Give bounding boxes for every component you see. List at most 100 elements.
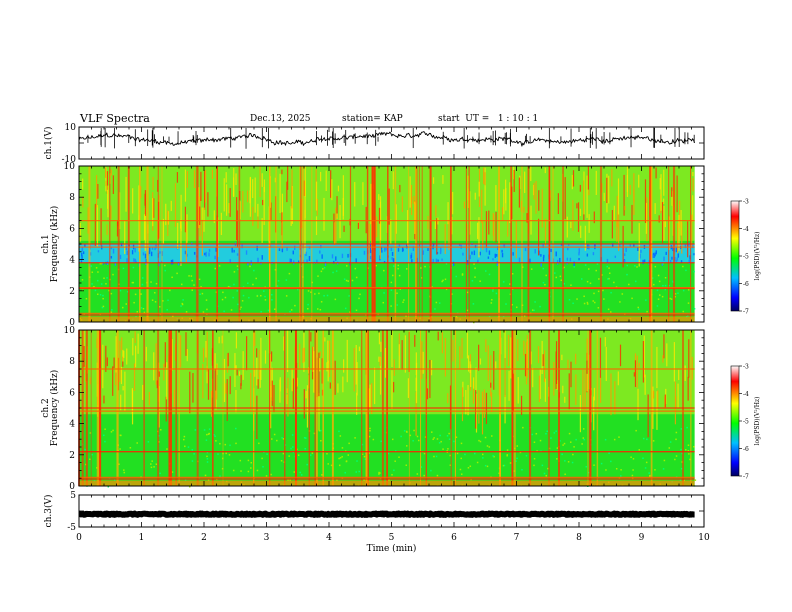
- ch1-spectrogram-blue-speckle: [623, 259, 626, 263]
- ch1-spectrogram-low-speckle: [154, 291, 156, 294]
- ch2-spectrogram-low-speckle: [460, 442, 463, 445]
- ch1-spectrogram-low-speckle: [597, 290, 600, 293]
- ch2-spectrogram-spectral-streak: [103, 395, 105, 404]
- ch1-spectrogram-spectral-streak: [481, 189, 483, 224]
- ch2-spectrogram-low-speckle: [150, 463, 152, 465]
- ch1-spectrogram-low-speckle: [191, 279, 193, 282]
- ch1-spectrogram-blue-speckle: [155, 244, 157, 249]
- ch1-spectrogram-spectral-streak: [185, 222, 187, 263]
- ch1-spectrogram-low-speckle: [256, 295, 259, 297]
- ch1-spectrogram-low-speckle: [355, 276, 358, 279]
- ch2-spectrogram-spectral-streak: [444, 337, 447, 377]
- ch2-spectrogram-spectral-streak: [426, 388, 429, 400]
- ch1-spectrogram-blue-speckle: [257, 257, 259, 263]
- ch2-spectrogram-low-speckle: [311, 452, 314, 454]
- ch1-spectrogram-spectral-streak: [638, 174, 640, 188]
- ch1-spectrogram-low-speckle: [661, 295, 664, 298]
- ch1-spectrogram-low-speckle: [355, 309, 358, 312]
- ch2-spectrogram-low-speckle: [645, 461, 648, 464]
- ch2-spectrogram-spectral-streak: [102, 344, 104, 389]
- ch1-spectrogram-low-speckle: [444, 278, 447, 281]
- ch1-spectrogram-blue-speckle: [385, 247, 387, 251]
- ch2-spectrogram-low-speckle: [632, 469, 634, 471]
- ch1-spectrogram-spectral-streak: [631, 204, 633, 234]
- ch1-spectrogram-low-speckle: [542, 281, 545, 284]
- ch1-spectrogram-spectral-streak: [335, 207, 337, 244]
- ch1-spectrogram-low-speckle: [271, 293, 273, 296]
- ch2-spectrogram-spectral-streak: [122, 356, 124, 367]
- ch1-spectrogram-y-tick-label: 10: [64, 162, 76, 172]
- ch1-spectrogram-blue-speckle: [363, 250, 366, 255]
- ch2-spectrogram-low-speckle: [442, 448, 444, 450]
- ch1-spectrogram-spectral-streak: [343, 225, 345, 232]
- ch2-spectrogram-low-speckle: [104, 428, 106, 430]
- ch2-spectrogram-spectral-streak: [644, 374, 646, 395]
- ch2-spectrogram-spectral-streak: [561, 354, 563, 361]
- ch1-spectrogram-blue-speckle: [671, 256, 673, 260]
- ch1-spectrogram-spectral-streak: [477, 222, 479, 239]
- ch1-spectrogram-low-speckle: [93, 286, 95, 288]
- ch1-spectrogram-spectral-streak: [484, 172, 486, 186]
- ch2-spectrogram-low-speckle: [119, 448, 121, 450]
- ch1-spectrogram-blue-speckle: [294, 245, 296, 250]
- ch1-spectrogram-low-speckle: [603, 298, 605, 300]
- ch1-spectrogram-low-speckle: [300, 265, 303, 268]
- ch1-spectrogram-blue-speckle: [684, 244, 687, 249]
- ch2-spectrogram-low-speckle: [310, 454, 312, 456]
- ch2-spectrogram-spectral-streak: [287, 377, 289, 417]
- ch1-spectrogram-blue-speckle: [305, 251, 307, 256]
- ch1-spectrogram-blue-speckle: [119, 254, 122, 260]
- ch2-spectrogram-spectral-streak: [481, 391, 484, 435]
- ch1-spectrogram-blue-speckle: [369, 248, 372, 254]
- ch1-spectrogram-spectral-streak: [399, 184, 401, 193]
- ch2-spectrogram-low-speckle: [166, 448, 168, 450]
- ch2-spectrogram-spectral-streak: [490, 392, 493, 413]
- ch2-spectrogram-low-speckle: [652, 440, 655, 442]
- ch1-spectrogram-spectral-streak: [692, 195, 694, 222]
- ch2-spectrogram-low-speckle: [581, 443, 583, 445]
- ch2-spectrogram-low-speckle: [304, 437, 307, 439]
- ch1-spectrogram-blue-speckle: [290, 258, 292, 263]
- ch1-spectrogram-low-speckle: [221, 298, 224, 301]
- ch2-spectrogram-low-speckle: [680, 428, 683, 430]
- ch2-spectrogram-low-speckle: [488, 446, 491, 448]
- ch1-spectrogram-low-speckle: [398, 274, 401, 277]
- ch2-spectrogram-spectral-streak: [310, 332, 312, 342]
- ch2-spectrogram-spectral-streak: [210, 390, 213, 417]
- ch1-spectrogram-spectral-streak: [198, 187, 200, 229]
- ch1-spectrogram-spectral-streak: [225, 184, 228, 216]
- ch1-spectrogram-spectral-streak: [663, 169, 665, 196]
- ch2-spectrogram-spectral-streak: [236, 369, 238, 376]
- ch2-spectrogram-low-speckle: [206, 433, 208, 436]
- ch2-spectrogram-spectral-streak: [593, 396, 595, 431]
- ch1-spectrogram-blue-speckle: [142, 252, 145, 256]
- ch1-spectrogram-low-speckle: [176, 272, 178, 275]
- ch1-spectrogram-low-speckle: [657, 274, 660, 277]
- ch2-spectrogram-spectral-streak: [223, 358, 226, 403]
- ch1-waveform-y-label: ch.1(V): [43, 127, 54, 160]
- ch2-colorbar-tick-label: -3: [743, 364, 749, 371]
- ch2-spectrogram-spectral-streak: [153, 352, 155, 381]
- ch1-spectrogram-low-speckle: [442, 279, 444, 282]
- ch1-spectrogram-spectral-streak: [432, 177, 435, 184]
- ch1-spectrogram-blue-speckle: [422, 250, 424, 255]
- ch1-spectrogram-spectral-streak: [153, 198, 155, 218]
- ch1-spectrogram-spectral-streak: [678, 214, 680, 252]
- ch1-spectrogram-low-speckle: [515, 306, 518, 309]
- ch1-spectrogram-spectral-streak: [254, 177, 256, 213]
- ch1-spectrogram-blue-speckle: [411, 259, 413, 263]
- ch1-spectrogram-low-speckle: [267, 309, 270, 312]
- ch2-spectrogram-spectral-streak: [254, 369, 256, 377]
- ch1-spectrogram-low-speckle: [94, 289, 97, 292]
- ch1-spectrogram-blue-speckle: [618, 242, 621, 247]
- ch2-spectrogram-low-speckle: [219, 442, 221, 445]
- ch2-spectrogram-low-speckle: [417, 439, 420, 442]
- ch1-spectrogram-spectral-streak: [611, 169, 613, 187]
- ch2-spectrogram-low-speckle: [297, 454, 300, 456]
- ch2-spectrogram-low-speckle: [675, 431, 678, 434]
- ch2-spectrogram-low-speckle: [287, 479, 289, 481]
- ch2-spectrogram-low-speckle: [680, 448, 682, 451]
- chart-title: VLF Spectra: [80, 112, 150, 125]
- ch2-spectrogram-spectral-streak: [123, 350, 125, 358]
- ch1-spectrogram-spectral-streak: [413, 195, 415, 205]
